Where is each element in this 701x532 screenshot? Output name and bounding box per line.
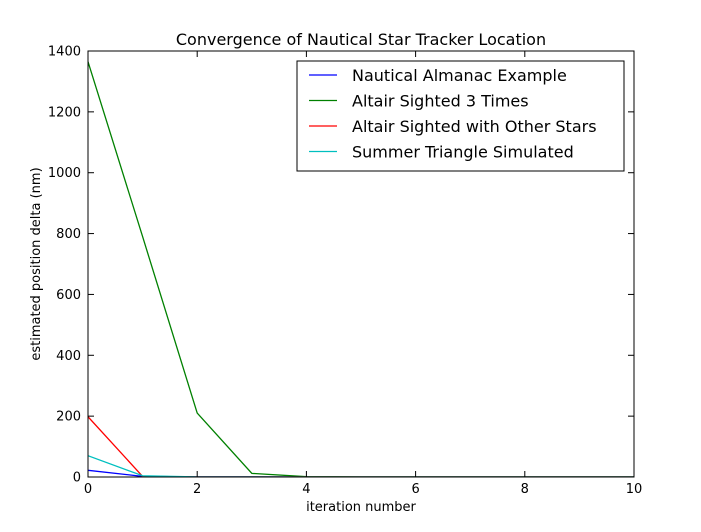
y-tick-label: 800 (56, 227, 81, 242)
x-tick-label: 8 (521, 482, 529, 497)
y-tick-label: 600 (56, 288, 81, 303)
y-tick-label: 1400 (48, 45, 81, 60)
x-tick-label: 6 (411, 482, 419, 497)
legend-label-1: Altair Sighted 3 Times (352, 92, 529, 111)
x-tick-label: 4 (302, 482, 310, 497)
plot-frame (87, 50, 635, 478)
legend-label-0: Nautical Almanac Example (352, 66, 567, 85)
chart-title: Convergence of Nautical Star Tracker Loc… (176, 30, 546, 49)
legend-label-2: Altair Sighted with Other Stars (352, 117, 597, 136)
y-tick-label: 1000 (48, 166, 81, 181)
series-line-3 (88, 455, 634, 477)
series-line-2 (88, 416, 634, 477)
x-axis-label: iteration number (306, 500, 416, 515)
plot-area: 0 2 4 6 8 10 0 200 400 600 800 1000 1200 1400 Nautical… (48, 45, 642, 498)
y-tick-label: 200 (56, 410, 81, 425)
y-tick-label: 400 (56, 349, 81, 364)
x-tick-label: 0 (84, 482, 92, 497)
y-tick-label: 0 (73, 471, 81, 486)
y-axis-label: estimated position delta (nm) (29, 167, 44, 360)
legend: Nautical Almanac Example Altair Sighted 3… (296, 60, 625, 172)
x-tick-label: 2 (193, 482, 201, 497)
y-tick-label: 1200 (48, 105, 81, 120)
legend-label-3: Summer Triangle Simulated (352, 143, 574, 162)
legend-box (296, 60, 625, 172)
x-tick-label: 10 (626, 482, 643, 497)
